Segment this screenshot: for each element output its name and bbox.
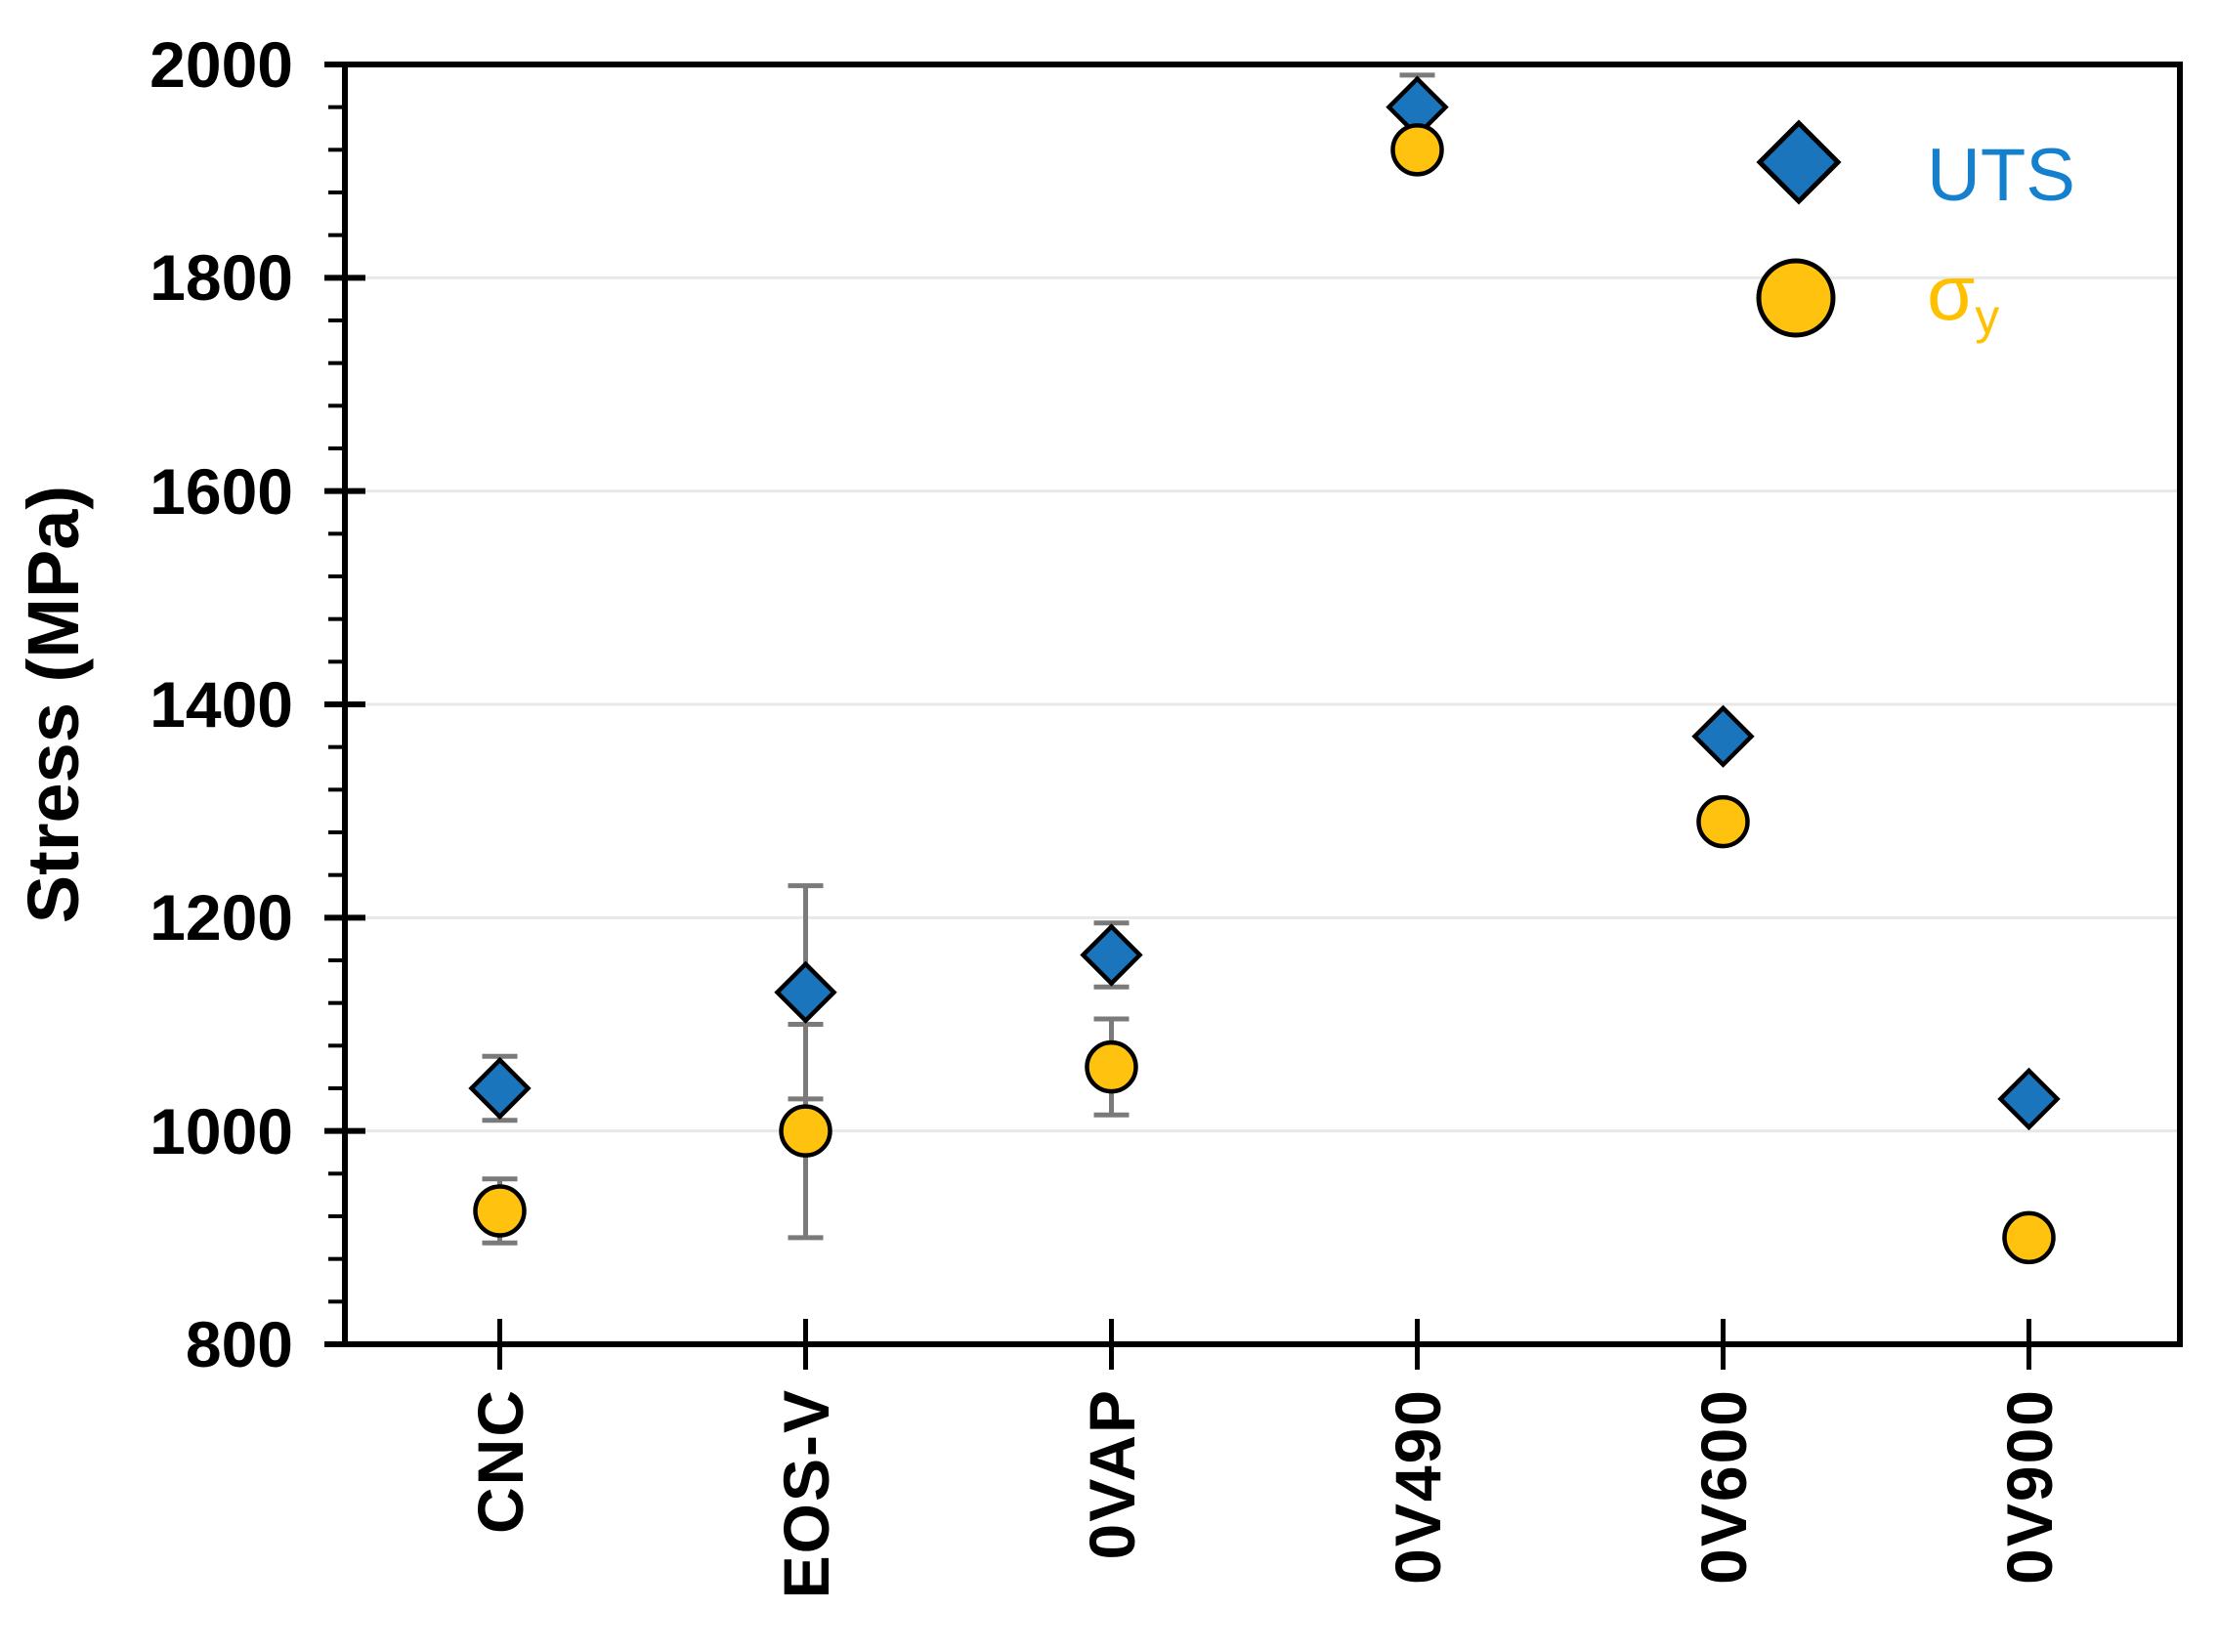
y-tick-label: 2000 (149, 28, 293, 101)
sigma-y-marker (779, 1104, 832, 1158)
y-tick-label: 1200 (149, 881, 293, 954)
x-category-label: 0V600 (1686, 1388, 1760, 1585)
legend-sigma-label: σy (1927, 254, 1999, 341)
uts-marker (774, 960, 837, 1024)
x-category-label: EOS-V (769, 1388, 842, 1599)
x-category-label: 0V490 (1381, 1388, 1454, 1585)
plot-border (342, 62, 2183, 1347)
y-tick-label: 1400 (149, 668, 293, 741)
y-tick-label: 800 (185, 1308, 293, 1380)
y-tick-label: 1000 (149, 1094, 293, 1167)
uts-marker (1080, 923, 1143, 987)
y-tick-label: 1600 (149, 454, 293, 528)
y-tick-label: 1800 (149, 241, 293, 315)
x-category-label: CNC (463, 1388, 536, 1534)
uts-marker (1691, 704, 1755, 768)
sigma-y-marker (1390, 123, 1444, 177)
sigma-y-marker (473, 1184, 527, 1238)
uts-marker (1997, 1067, 2061, 1131)
legend-sigma-sub: y (1975, 288, 2000, 344)
sigma-y-marker (1085, 1039, 1138, 1094)
legend-sigma-base: σ (1927, 249, 1976, 336)
legend-sigma-marker (1756, 258, 1836, 338)
x-category-label: 0V900 (1992, 1388, 2066, 1585)
sigma-y-marker (1696, 794, 1750, 849)
legend-uts-marker (1756, 119, 1842, 205)
x-category-label: 0VAP (1075, 1388, 1148, 1560)
uts-marker (468, 1056, 532, 1121)
sigma-y-marker (2002, 1210, 2056, 1265)
legend-uts-label: UTS (1927, 134, 2075, 217)
